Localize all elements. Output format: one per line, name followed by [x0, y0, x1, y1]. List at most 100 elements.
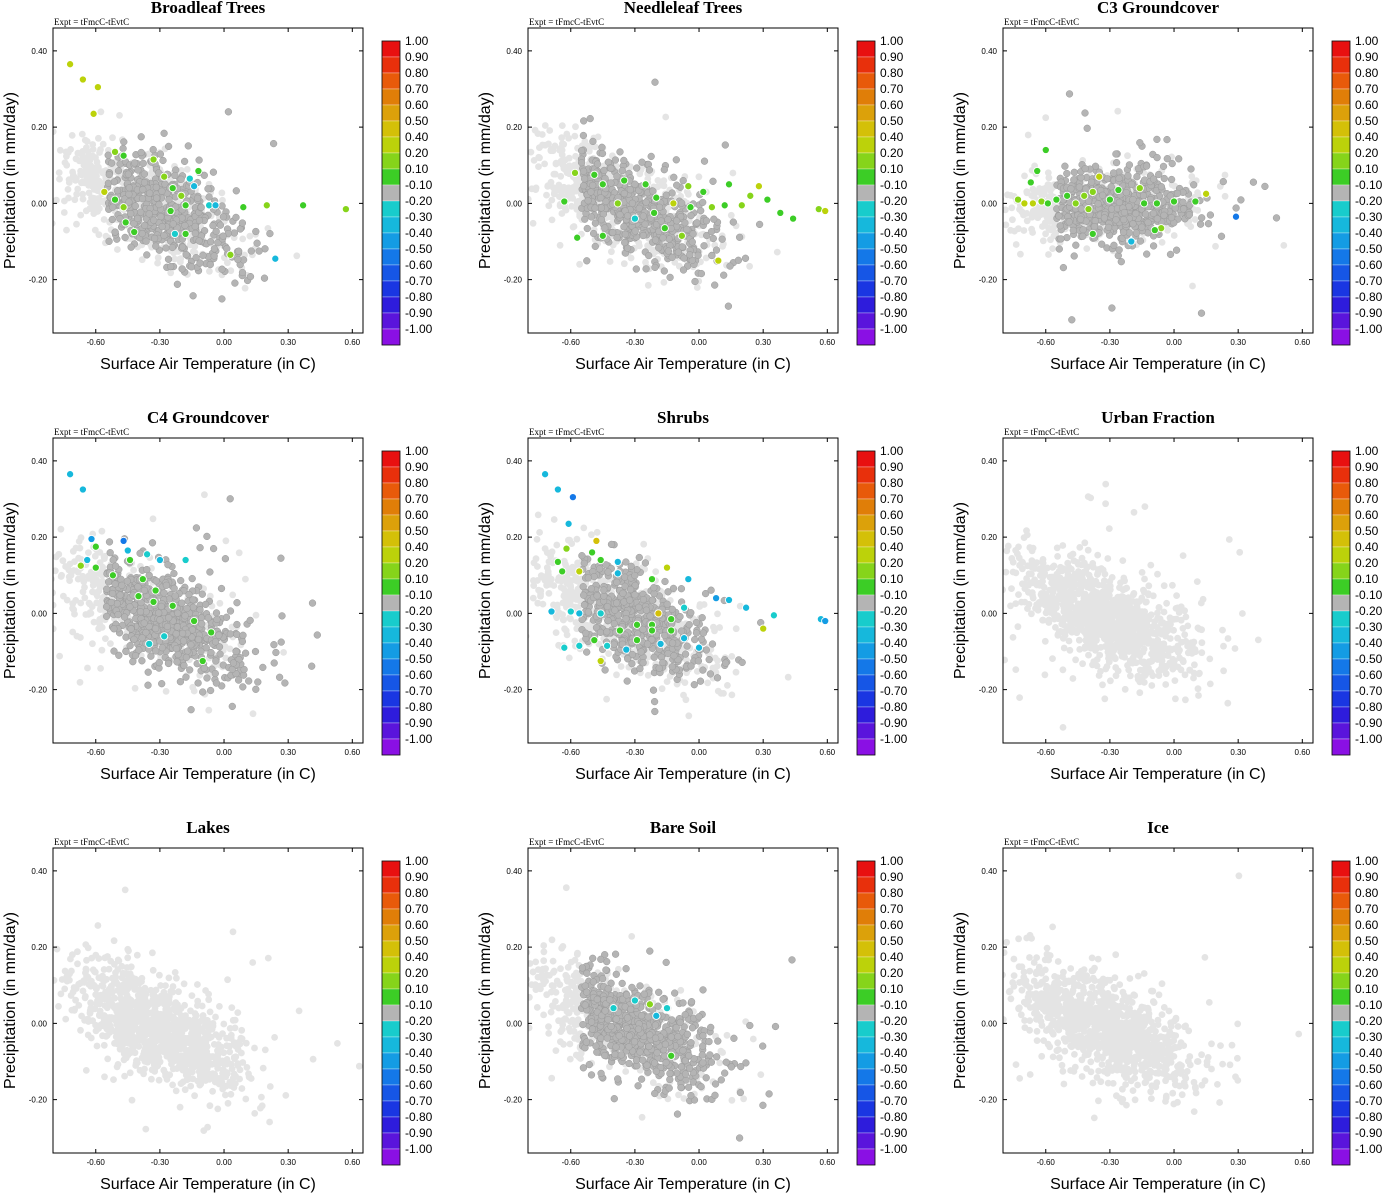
- neutral-point: [187, 263, 196, 271]
- neutral-point: [224, 108, 233, 116]
- neutral-point: [162, 244, 170, 252]
- neutral-point: [151, 624, 160, 633]
- background-point: [227, 267, 235, 275]
- neutral-point: [232, 213, 240, 222]
- colorbar-swatch: [381, 280, 401, 298]
- neutral-point: [631, 227, 639, 235]
- background-point: [991, 222, 998, 229]
- highlight-point: [776, 208, 785, 217]
- neutral-point: [1061, 162, 1069, 170]
- neutral-point: [231, 279, 239, 287]
- neutral-point: [683, 225, 691, 233]
- neutral-point: [137, 133, 145, 141]
- background-point: [702, 254, 710, 262]
- neutral-point: [218, 265, 226, 273]
- neutral-point: [1143, 250, 1151, 258]
- background-point: [660, 182, 668, 190]
- background-point: [84, 153, 92, 161]
- neutral-point: [729, 218, 737, 226]
- y-axis-label: Precipitation (in mm/day): [2, 502, 19, 679]
- highlight-point: [262, 201, 271, 210]
- neutral-point: [152, 242, 160, 250]
- neutral-point: [246, 272, 255, 281]
- neutral-point: [1171, 204, 1179, 212]
- neutral-point: [1155, 170, 1163, 179]
- background-point: [79, 190, 86, 198]
- neutral-point: [139, 185, 147, 194]
- colorbar-label: 0.40: [880, 130, 904, 144]
- background-point: [77, 556, 85, 563]
- neutral-point: [181, 612, 189, 620]
- neutral-point: [239, 631, 247, 639]
- neutral-point: [171, 592, 179, 600]
- point-cloud: [528, 470, 830, 720]
- background-point: [541, 122, 549, 129]
- colorbar-swatch: [1331, 264, 1351, 282]
- background-point: [75, 538, 83, 545]
- background-point: [530, 157, 538, 164]
- colorbar-label: -0.90: [880, 306, 908, 320]
- neutral-point: [119, 144, 127, 153]
- neutral-point: [139, 159, 147, 168]
- colorbar-label: -0.60: [1355, 258, 1383, 272]
- background-point: [1009, 216, 1016, 224]
- colorbar-swatch: [381, 562, 401, 580]
- neutral-point: [108, 589, 117, 598]
- colorbar-swatch: [381, 40, 401, 58]
- neutral-point: [194, 635, 203, 644]
- neutral-point: [116, 591, 124, 599]
- background-point: [91, 226, 99, 234]
- x-axis-label: Surface Air Temperature (in C): [575, 356, 791, 373]
- neutral-point: [197, 203, 205, 211]
- background-point: [1004, 191, 1011, 199]
- x-tick-label: -0.30: [626, 338, 645, 347]
- neutral-point: [1112, 216, 1120, 224]
- background-point: [520, 185, 527, 192]
- y-tick-label: 0.20: [31, 533, 47, 542]
- neutral-point: [247, 247, 255, 255]
- neutral-point: [1117, 258, 1125, 266]
- colorbar-swatch: [381, 658, 401, 676]
- neutral-point: [172, 644, 181, 653]
- neutral-point: [662, 191, 670, 199]
- neutral-point: [693, 219, 701, 227]
- neutral-point: [632, 265, 640, 273]
- background-point: [43, 571, 50, 578]
- colorbar-swatch: [381, 200, 401, 218]
- neutral-point: [374, 655, 381, 662]
- highlight-point: [1063, 191, 1072, 200]
- colorbar-label: -0.20: [1355, 194, 1383, 208]
- y-tick-label: 0.00: [31, 609, 47, 618]
- background-point: [162, 688, 170, 695]
- neutral-point: [721, 141, 729, 149]
- neutral-point: [137, 208, 145, 216]
- highlight-point: [299, 201, 308, 210]
- neutral-point: [1065, 90, 1074, 98]
- neutral-point: [212, 609, 221, 617]
- neutral-point: [143, 565, 151, 574]
- highlight-point: [1041, 145, 1050, 155]
- background-point: [571, 161, 578, 169]
- highlight-point: [149, 155, 158, 164]
- background-point: [573, 535, 581, 543]
- background-point: [67, 146, 74, 153]
- background-point: [508, 156, 515, 163]
- background-point: [695, 173, 703, 181]
- neutral-point: [149, 145, 157, 154]
- neutral-point: [697, 207, 705, 215]
- background-point: [107, 640, 114, 647]
- x-tick-label: -0.60: [1037, 338, 1056, 347]
- background-point: [1017, 250, 1024, 258]
- colorbar-swatch: [856, 184, 876, 202]
- neutral-point: [313, 631, 321, 639]
- neutral-point: [183, 604, 191, 613]
- background-point: [95, 231, 103, 239]
- background-point: [229, 591, 237, 599]
- background-point: [543, 191, 550, 199]
- neutral-point: [598, 149, 607, 158]
- background-point: [1046, 193, 1053, 201]
- neutral-point: [679, 176, 687, 185]
- background-point: [559, 185, 567, 193]
- colorbar-swatch: [1331, 312, 1351, 330]
- neutral-point: [1124, 172, 1132, 180]
